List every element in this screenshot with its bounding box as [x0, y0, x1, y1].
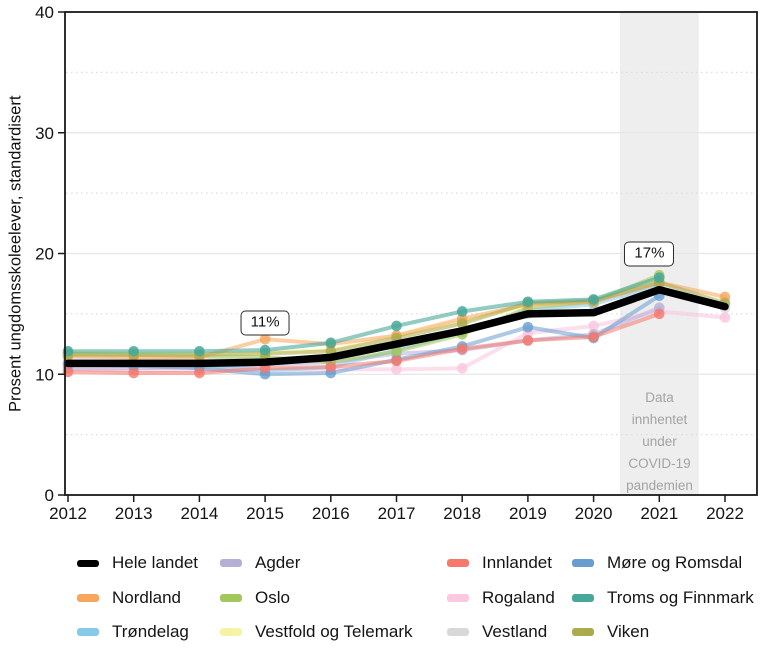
legend-item-tr-ndelag: Trøndelag: [77, 622, 189, 642]
y-tick-label: 10: [35, 365, 54, 384]
x-tick-label: 2019: [509, 504, 547, 523]
line-hele-landet: [64, 285, 729, 368]
legend-label: Troms og Finnmark: [607, 588, 754, 607]
legend-label: Hele landet: [112, 553, 199, 572]
legend-item-agder: Agder: [220, 553, 300, 573]
annotation-11: 11%: [240, 310, 290, 336]
x-tick-label: 2018: [443, 504, 481, 523]
point-viken: [456, 318, 468, 329]
point-innlandet: [325, 361, 337, 373]
x-tick-label: 2017: [378, 504, 416, 523]
point-troms-og-finnmark: [325, 337, 337, 349]
point-troms-og-finnmark: [588, 294, 599, 305]
legend-label: Rogaland: [482, 588, 555, 607]
x-tick-label: 2016: [312, 504, 350, 523]
point-troms-og-finnmark: [194, 346, 205, 357]
point-innlandet: [128, 367, 139, 379]
point-rogaland: [588, 320, 599, 332]
series-hele-landet: [64, 285, 729, 368]
legend-label: Viken: [607, 622, 650, 641]
line-troms-og-finnmark: [66, 275, 662, 354]
legend-swatch-hele-landet: [77, 559, 99, 567]
annotation-17: 17%: [624, 241, 675, 266]
point-m-re-og-romsdal: [522, 321, 534, 333]
legend-swatch-vestland: [447, 628, 469, 636]
point-innlandet: [194, 367, 205, 379]
x-tick-label: 2012: [49, 504, 87, 523]
legend-item-viken: Viken: [572, 622, 649, 642]
legend-item-troms-og-finnmark: Troms og Finnmark: [572, 588, 754, 608]
legend-label: Vestland: [482, 622, 548, 641]
legend-label: Agder: [255, 553, 301, 572]
point-innlandet: [522, 335, 534, 346]
legend-label: Møre og Romsdal: [607, 553, 743, 572]
legend-swatch-tr-ndelag: [77, 628, 99, 636]
y-tick-label: 20: [35, 245, 54, 264]
legend-item-hele-landet: Hele landet: [77, 553, 198, 573]
point-innlandet: [456, 343, 468, 355]
point-rogaland: [391, 364, 402, 375]
legend-item-vestland: Vestland: [447, 622, 547, 642]
point-innlandet: [588, 331, 599, 343]
x-tick-label: 2022: [706, 504, 744, 523]
y-tick-label: 40: [35, 3, 54, 22]
legend-label: Trøndelag: [112, 622, 189, 641]
legend-item-nordland: Nordland: [77, 588, 181, 608]
legend-label: Innlandet: [482, 553, 552, 572]
legend-swatch-rogaland: [447, 594, 469, 602]
legend-item-vestfold-og-telemark: Vestfold og Telemark: [220, 622, 413, 642]
legend-item-oslo: Oslo: [220, 588, 290, 608]
point-troms-og-finnmark: [522, 296, 534, 308]
point-troms-og-finnmark: [128, 346, 139, 357]
legend: Hele landet Agder Innlandet Møre og Romsdal…: [0, 540, 768, 654]
point-nordland: [259, 333, 271, 345]
legend-swatch-viken: [572, 628, 594, 636]
x-tick-label: 2014: [180, 504, 218, 523]
y-tick-label: 0: [45, 486, 54, 505]
point-innlandet: [654, 308, 665, 320]
point-troms-og-finnmark: [391, 320, 402, 332]
point-troms-og-finnmark: [654, 272, 665, 283]
legend-swatch-agder: [220, 559, 242, 567]
legend-swatch-nordland: [77, 594, 99, 602]
legend-label: Nordland: [112, 588, 181, 607]
point-troms-og-finnmark: [259, 344, 271, 356]
x-tick-label: 2013: [115, 504, 153, 523]
point-rogaland: [456, 362, 468, 374]
legend-swatch-vestfold-og-telemark: [220, 628, 242, 636]
legend-swatch-oslo: [220, 594, 242, 602]
legend-label: Oslo: [255, 588, 290, 607]
legend-item-rogaland: Rogaland: [447, 588, 555, 608]
point-innlandet: [391, 355, 402, 367]
legend-label: Vestfold og Telemark: [255, 622, 413, 641]
y-axis-title: Prosent ungdomsskoleelever, standardiser…: [6, 95, 25, 412]
legend-item-m-re-og-romsdal: Møre og Romsdal: [572, 553, 742, 573]
point-troms-og-finnmark: [456, 306, 468, 317]
x-tick-label: 2021: [640, 504, 678, 523]
line-innlandet: [66, 311, 662, 376]
legend-swatch-m-re-og-romsdal: [572, 559, 594, 567]
x-tick-label: 2015: [246, 504, 284, 523]
y-tick-label: 30: [35, 124, 54, 143]
x-tick-label: 2020: [575, 504, 613, 523]
legend-swatch-innlandet: [447, 559, 469, 567]
point-oslo: [391, 346, 402, 357]
covid-band-label: Data innhentet under COVID-19 pandemien: [626, 390, 693, 493]
legend-swatch-troms-og-finnmark: [572, 594, 594, 602]
point-rogaland: [719, 312, 731, 323]
series-troms-og-finnmark: [62, 272, 665, 357]
legend-item-innlandet: Innlandet: [447, 553, 552, 573]
